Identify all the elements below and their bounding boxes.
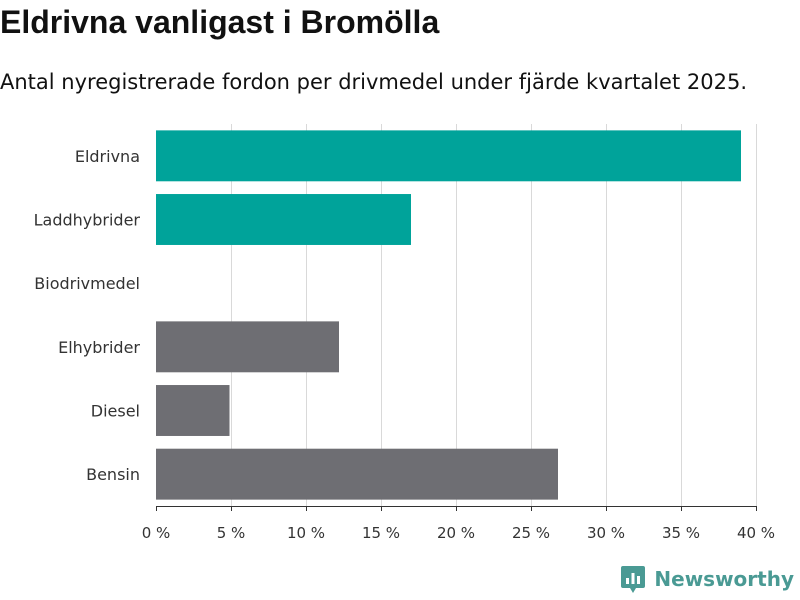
brand-logo: Newsworthy	[620, 564, 794, 594]
category-label-elhybrider: Elhybrider	[58, 338, 140, 357]
chart-subtitle: Antal nyregistrerade fordon per drivmede…	[0, 70, 748, 94]
chart-title: Eldrivna vanligast i Bromölla	[0, 4, 440, 40]
bar-laddhybrider	[156, 194, 411, 245]
bar-diesel	[156, 385, 230, 436]
x-tick-label-0: 0 %	[142, 524, 171, 542]
brand-name: Newsworthy	[654, 567, 794, 591]
x-tick-label-40: 40 %	[737, 524, 775, 542]
x-tick-label-20: 20 %	[437, 524, 475, 542]
x-tick-label-5: 5 %	[217, 524, 246, 542]
bar-eldrivna	[156, 130, 741, 182]
category-label-bensin: Bensin	[86, 465, 140, 484]
x-tick-label-25: 25 %	[512, 524, 550, 542]
x-tick-label-10: 10 %	[287, 524, 325, 542]
x-tick-label-30: 30 %	[587, 524, 625, 542]
bar-chart: Eldrivna Laddhybrider Biodrivmedel Elhybrid…	[34, 124, 775, 542]
category-label-laddhybrider: Laddhybrider	[34, 211, 141, 230]
category-label-eldrivna: Eldrivna	[75, 147, 140, 166]
category-label-biodrivmedel: Biodrivmedel	[34, 274, 140, 293]
x-tick-label-35: 35 %	[662, 524, 700, 542]
x-tick-label-15: 15 %	[362, 524, 400, 542]
bar-elhybrider	[156, 321, 339, 373]
category-label-diesel: Diesel	[91, 402, 140, 421]
newsworthy-logo-icon	[621, 566, 646, 593]
bar-bensin	[156, 448, 558, 500]
